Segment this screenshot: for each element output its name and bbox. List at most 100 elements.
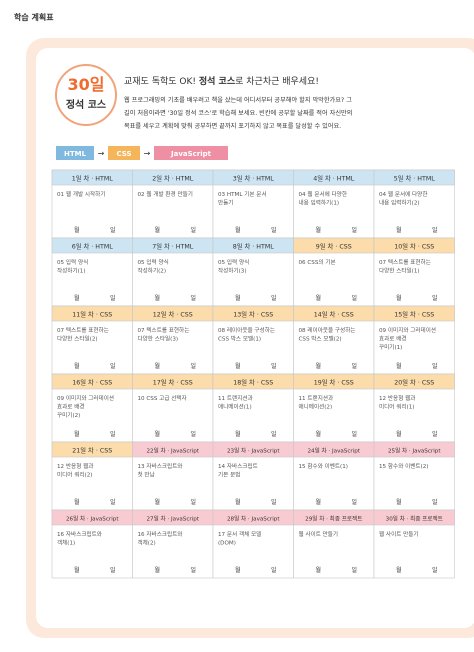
cell-topic: 내용 입력하기(2) xyxy=(379,199,420,207)
cell-day: 12일 차 · CSS xyxy=(153,310,193,319)
cell-topic: 웹 사이트 만들기 xyxy=(379,530,419,538)
date-month: 월 xyxy=(235,226,241,234)
date-day: 일 xyxy=(432,430,438,438)
date-day: 일 xyxy=(191,226,197,234)
cell-header xyxy=(373,509,455,526)
cell-day: 3일 차 · HTML xyxy=(233,174,275,183)
cell-topic: CSS 박스 모델(2) xyxy=(299,335,342,343)
cell-topic: 첫 만남 xyxy=(138,471,155,479)
date-month: 월 xyxy=(316,498,322,506)
cell-day: 5일 차 · HTML xyxy=(394,174,436,183)
cell-day: 29일 차 · 최종 프로젝트 xyxy=(305,515,362,523)
cell-topic: 10 CSS 고급 선택자 xyxy=(138,394,187,402)
cell-topic: 15 함수와 이벤트(1) xyxy=(299,462,348,470)
cell-topic: CSS 박스 모델(1) xyxy=(218,335,261,343)
cell-day: 30일 차 · 최종 프로젝트 xyxy=(386,515,443,523)
cell-topic: 미디어 쿼리(1) xyxy=(379,403,414,411)
cell-day: 2일 차 · HTML xyxy=(152,174,194,183)
date-month: 월 xyxy=(235,294,241,302)
date-month: 월 xyxy=(155,566,161,574)
flow-step-label: HTML xyxy=(64,150,87,158)
date-day: 일 xyxy=(271,362,277,370)
date-month: 월 xyxy=(316,362,322,370)
date-day: 일 xyxy=(271,294,277,302)
badge-course: 정석 코스 xyxy=(66,98,106,111)
intro-title: 교재도 독학도 OK! 정석 코스로 차근차근 배우세요! xyxy=(124,75,319,87)
cell-topic: 09 이미지와 그러데이션 xyxy=(57,394,114,402)
cell-topic: 다양한 스타일(2) xyxy=(57,335,98,343)
date-day: 일 xyxy=(271,566,277,574)
flow-step-box xyxy=(56,146,94,160)
cell-topic: 15 함수와 이벤트(2) xyxy=(379,462,428,470)
date-day: 일 xyxy=(271,430,277,438)
cell-header xyxy=(373,373,455,390)
date-day: 일 xyxy=(110,362,116,370)
date-day: 일 xyxy=(352,430,358,438)
date-month: 월 xyxy=(74,226,80,234)
cell-day: 18일 차 · CSS xyxy=(233,378,273,387)
flow-arrow: → xyxy=(144,149,151,158)
cell-topic: 07 텍스트를 표현하는 xyxy=(57,326,109,334)
date-day: 일 xyxy=(352,498,358,506)
cell-day: 14일 차 · CSS xyxy=(314,310,354,319)
date-month: 월 xyxy=(316,566,322,574)
date-month: 월 xyxy=(74,430,80,438)
cell-topic: 01 웹 개발 시작하기 xyxy=(57,190,105,198)
badge-days: 30일 xyxy=(68,75,105,94)
cell-day: 23일 차 · JavaScript xyxy=(227,447,280,455)
cell-topic: 09 이미지와 그러데이션 xyxy=(379,326,436,334)
flow-step-box xyxy=(108,146,140,160)
date-day: 일 xyxy=(271,226,277,234)
cell-topic: 작성하기(3) xyxy=(218,267,247,275)
cell-topic: 기본 문법 xyxy=(218,471,240,479)
date-day: 일 xyxy=(432,294,438,302)
cell-topic: 12 반응형 웹과 xyxy=(379,394,415,402)
cell-day: 1일 차 · HTML xyxy=(72,174,114,183)
cell-topic: 작성하기(2) xyxy=(138,267,167,275)
date-month: 월 xyxy=(155,294,161,302)
cell-topic: 효과로 배경 xyxy=(57,403,85,411)
cell-day: 26일 차 · JavaScript xyxy=(66,515,119,523)
date-day: 일 xyxy=(110,226,116,234)
date-month: 월 xyxy=(396,362,402,370)
date-day: 일 xyxy=(432,362,438,370)
cell-day: 22일 차 · JavaScript xyxy=(146,447,199,455)
date-day: 일 xyxy=(110,498,116,506)
cell-day: 17일 차 · CSS xyxy=(153,378,193,387)
cell-topic: 13 자바스크립트와 xyxy=(138,462,183,470)
header-title: 학습 계획표 xyxy=(14,12,54,22)
cell-day: 24일 차 · JavaScript xyxy=(307,447,360,455)
cell-day: 4일 차 · HTML xyxy=(313,174,355,183)
cell-topic: 만들기 xyxy=(218,199,233,207)
date-month: 월 xyxy=(396,566,402,574)
date-day: 일 xyxy=(191,294,197,302)
cell-day: 21일 차 · CSS xyxy=(72,446,112,455)
cell-topic: 04 웹 문서에 다양한 xyxy=(379,190,427,198)
cell-day: 27일 차 · JavaScript xyxy=(146,515,199,523)
cell-header xyxy=(373,237,455,254)
cell-topic: 12 반응형 웹과 xyxy=(57,462,93,470)
flow-arrow: → xyxy=(98,149,105,158)
intro-body-line: 웹 프로그래밍의 기초를 배우려고 책을 샀는데 어디서부터 공부해야 할지 막… xyxy=(124,96,352,104)
date-day: 일 xyxy=(432,226,438,234)
date-month: 월 xyxy=(235,430,241,438)
intro-title-part: 로 차근차근 배우세요! xyxy=(235,75,319,87)
cell-topic: 애니메이션(2) xyxy=(299,403,333,411)
badge xyxy=(55,64,117,126)
intro-title-part: 교재도 독학도 OK! xyxy=(124,76,199,87)
date-month: 월 xyxy=(155,498,161,506)
date-day: 일 xyxy=(191,566,197,574)
cell-topic: 웹 사이트 만들기 xyxy=(299,530,339,538)
cell-topic: 05 입력 양식 xyxy=(138,258,169,266)
cell-topic: 애니메이션(1) xyxy=(218,403,252,411)
date-month: 월 xyxy=(235,566,241,574)
cell-topic: 02 웹 개발 환경 만들기 xyxy=(138,190,193,198)
date-day: 일 xyxy=(271,498,277,506)
cell-day: 20일 차 · CSS xyxy=(394,378,434,387)
cell-topic: 11 트랜지션과 xyxy=(299,394,334,402)
date-month: 월 xyxy=(396,226,402,234)
cell-topic: 17 문서 객체 모델 xyxy=(218,530,261,538)
flow-step-box xyxy=(154,146,228,160)
cell-topic: 미디어 쿼리(2) xyxy=(57,471,92,479)
cell-topic: 14 자바스크립트 xyxy=(218,462,258,470)
